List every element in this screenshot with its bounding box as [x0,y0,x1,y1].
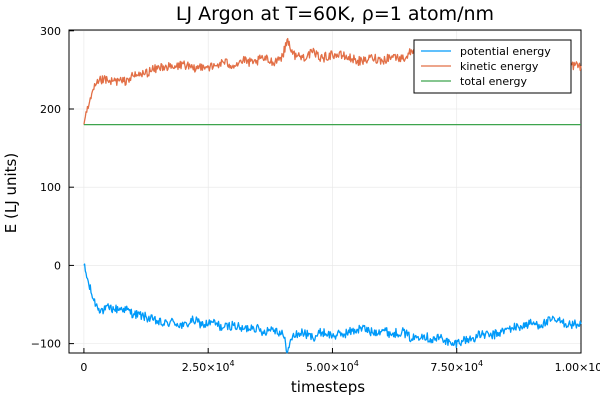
x-tick-label: 7.50×104 [430,359,483,374]
legend-label-total: total energy [460,75,527,88]
x-tick-label: 1.00×105 [555,359,600,374]
y-tick-label: 0 [54,259,61,272]
series-line-potential-energy [83,263,582,354]
axis-ticks: 0 2.50×104 5.00×104 7.50×104 1.00×105 −100 0 10… [31,25,600,374]
y-tick-label: 300 [40,25,61,38]
plot-area-frame [68,29,582,354]
y-tick-label: −100 [31,338,61,351]
legend: potential energy kinetic energy total en… [413,39,572,94]
legend-label-kinetic: kinetic energy [460,60,539,73]
y-tick-label: 100 [40,181,61,194]
chart-title: LJ Argon at T=60K, ρ=1 atom/nm [176,3,494,25]
x-tick-label: 2.50×104 [182,359,235,374]
y-tick-label: 200 [40,103,61,116]
legend-label-potential: potential energy [460,45,551,58]
x-axis-label: timesteps [291,378,365,396]
y-axis-label: E (LJ units) [2,153,20,233]
x-tick-label: 5.00×104 [306,359,359,374]
x-tick-label: 0 [80,361,87,374]
